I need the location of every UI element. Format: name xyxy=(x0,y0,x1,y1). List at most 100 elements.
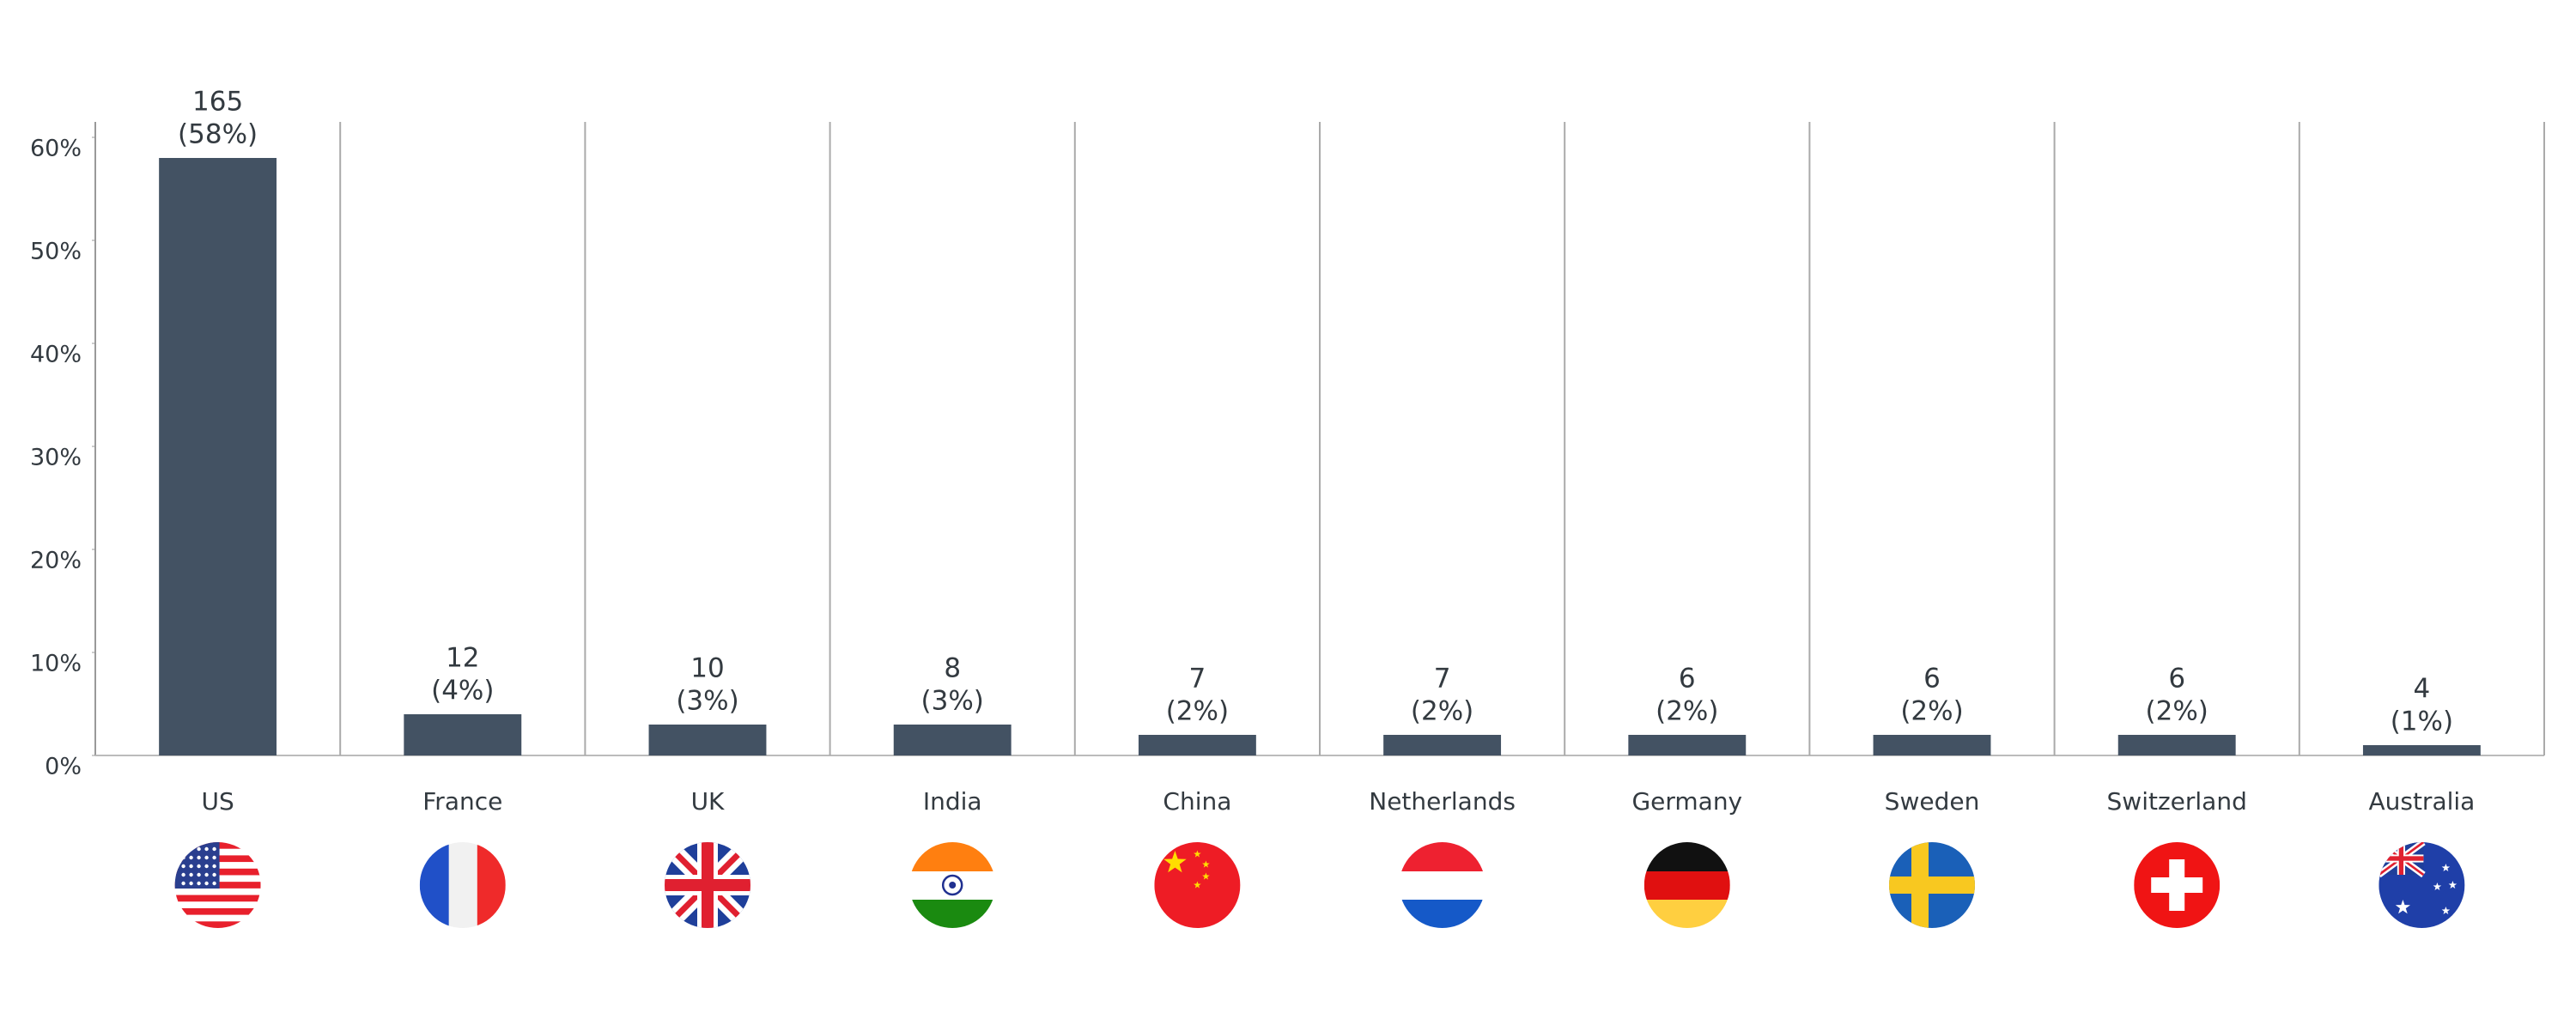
flag-star xyxy=(212,864,216,869)
flag xyxy=(2379,842,2465,928)
flag-part xyxy=(174,901,261,909)
y-tick-label: 20% xyxy=(30,548,82,574)
count-label: 12 xyxy=(446,643,479,674)
bar xyxy=(1383,735,1502,755)
bar xyxy=(1138,735,1256,755)
bar xyxy=(2117,735,2236,755)
value-label: (2%) xyxy=(2146,696,2208,727)
flag-part xyxy=(174,914,261,922)
x-tick-label: US xyxy=(201,787,234,816)
x-tick-label: Netherlands xyxy=(1369,787,1516,816)
y-tick-label: 0% xyxy=(45,754,82,780)
bar xyxy=(2362,745,2481,755)
flag-star xyxy=(212,855,216,860)
flag-star xyxy=(204,864,209,869)
flag-part xyxy=(174,921,261,928)
flag xyxy=(665,842,750,928)
flag-part xyxy=(941,874,963,896)
flag-star xyxy=(197,864,201,869)
flag-star xyxy=(197,872,201,877)
bar xyxy=(159,158,277,755)
flag-star xyxy=(181,855,185,860)
y-tick-label: 10% xyxy=(30,651,82,677)
flag-star xyxy=(212,881,216,886)
flag-star xyxy=(1194,850,1201,858)
flag-part xyxy=(1399,900,1485,928)
count-label: 165 xyxy=(192,87,243,118)
flag xyxy=(909,842,996,928)
flag-star xyxy=(212,846,216,852)
flag-star xyxy=(189,855,193,860)
flag-star xyxy=(2441,864,2451,871)
flag xyxy=(419,842,506,928)
flag xyxy=(1889,842,1975,928)
flag-star xyxy=(189,846,193,852)
flag-part xyxy=(1889,877,1975,894)
flag-star xyxy=(181,846,185,852)
bar xyxy=(1873,735,1991,755)
flag xyxy=(1154,842,1241,928)
value-label: (3%) xyxy=(676,686,738,717)
flag xyxy=(1399,842,1485,928)
flag xyxy=(1643,842,1730,928)
y-tick-label: 50% xyxy=(30,239,82,265)
bar xyxy=(1628,735,1747,755)
flag-part xyxy=(174,907,261,916)
value-label: (4%) xyxy=(431,676,494,707)
flag-star xyxy=(181,881,185,886)
flag-part xyxy=(419,842,449,928)
flag-part xyxy=(2151,877,2203,893)
flag-part xyxy=(174,888,261,896)
flag-part xyxy=(1399,842,1485,871)
x-tick-label: Australia xyxy=(2368,787,2475,816)
flag xyxy=(174,842,261,928)
count-label: 10 xyxy=(690,653,724,684)
flag-star xyxy=(204,846,209,852)
flag-part xyxy=(949,882,957,889)
y-tick-label: 40% xyxy=(30,342,82,368)
flag-star xyxy=(2433,883,2442,890)
y-tick-label: 60% xyxy=(30,136,82,162)
bar xyxy=(404,714,522,755)
count-label: 7 xyxy=(1189,664,1206,695)
flag-part xyxy=(1643,900,1730,928)
flag-star xyxy=(204,872,209,877)
flag-part xyxy=(702,842,714,928)
flag-star xyxy=(1202,860,1210,868)
flag-star xyxy=(204,855,209,860)
y-tick-label: 30% xyxy=(30,445,82,471)
count-label: 8 xyxy=(944,653,961,684)
count-label: 6 xyxy=(1679,664,1696,695)
x-tick-label: China xyxy=(1163,787,1231,816)
bar xyxy=(648,725,767,755)
x-tick-label: Germany xyxy=(1631,787,1742,816)
count-label: 6 xyxy=(2168,664,2185,695)
flag-star xyxy=(189,881,193,886)
flag-part xyxy=(174,895,261,902)
count-label: 6 xyxy=(1923,664,1941,695)
value-label: (2%) xyxy=(1411,696,1473,727)
flag-star xyxy=(189,864,193,869)
flag-star xyxy=(2395,900,2410,914)
flag-star xyxy=(181,864,185,869)
x-tick-label: UK xyxy=(691,787,725,816)
flag-part xyxy=(1911,842,1929,928)
flag-star xyxy=(1163,851,1187,873)
flag-part xyxy=(1643,842,1730,871)
flag-star xyxy=(197,846,201,852)
flag-star xyxy=(212,872,216,877)
value-label: (2%) xyxy=(1656,696,1718,727)
flag-part xyxy=(448,842,477,928)
flag-part xyxy=(1399,871,1485,900)
flag-part xyxy=(1643,871,1730,900)
x-tick-label: India xyxy=(923,787,982,816)
flag-star xyxy=(2448,881,2458,889)
x-tick-label: Sweden xyxy=(1885,787,1980,816)
x-tick-label: Switzerland xyxy=(2107,787,2247,816)
flag-star xyxy=(2441,907,2451,914)
flag xyxy=(2134,842,2221,928)
value-label: (1%) xyxy=(2391,707,2453,737)
flag-part xyxy=(2398,842,2404,875)
flag-star xyxy=(1194,881,1201,889)
